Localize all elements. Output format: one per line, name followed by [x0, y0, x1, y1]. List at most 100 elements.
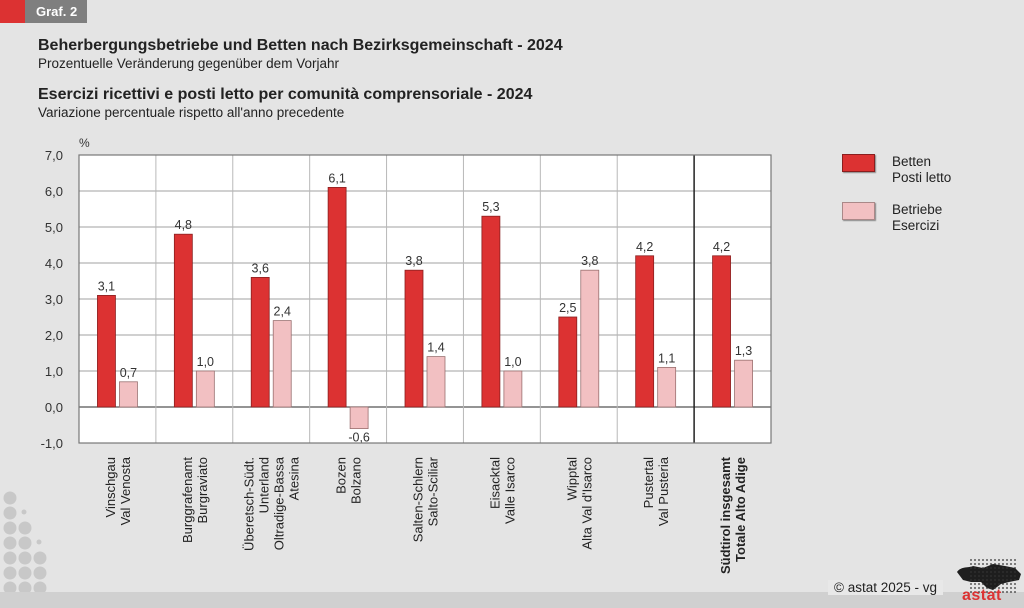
logo-dot: [974, 567, 976, 569]
decorative-dot: [18, 536, 32, 550]
logo-dot: [982, 559, 984, 561]
category-label: Totale Alto Adige: [733, 457, 748, 562]
bar-betriebe: [426, 356, 446, 408]
graph-tag: Graf. 2: [25, 0, 87, 23]
logo-dot: [974, 559, 976, 561]
bar-betten: [635, 255, 655, 408]
decorative-dot: [21, 509, 27, 515]
bar-betten: [173, 233, 193, 408]
logo-dot: [982, 591, 984, 593]
logo-dot: [1002, 563, 1004, 565]
logo-dot: [978, 563, 980, 565]
logo-dot: [982, 583, 984, 585]
logo-dot: [1006, 567, 1008, 569]
logo-dot: [970, 559, 972, 561]
bar-betriebe: [119, 381, 138, 408]
data-label: 3,8: [581, 254, 598, 268]
data-label: 5,3: [482, 200, 499, 214]
logo-dot: [970, 563, 972, 565]
decorative-dot: [33, 551, 47, 565]
logo-dot: [1014, 579, 1016, 581]
logo-dot: [990, 575, 992, 577]
legend-label-betriebe-de: Betriebe: [892, 202, 943, 217]
category-label: Wipptal: [564, 457, 579, 500]
decorative-dot: [3, 536, 17, 550]
logo-dot: [990, 583, 992, 585]
data-label: 1,0: [197, 355, 214, 369]
bar-betriebe: [503, 370, 523, 408]
y-tick-label: 5,0: [45, 220, 63, 235]
logo-dot: [974, 587, 976, 589]
logo-dot: [994, 559, 996, 561]
data-label: 3,1: [98, 279, 115, 293]
y-tick-label: 0,0: [45, 400, 63, 415]
subtitle-italian: Variazione percentuale rispetto all'anno…: [38, 105, 345, 120]
logo-dot: [990, 579, 992, 581]
logo-dot: [1010, 583, 1012, 585]
logo-dot: [1014, 563, 1016, 565]
logo-dot: [1014, 575, 1016, 577]
category-label: Atesina: [287, 456, 302, 500]
logo-dot: [990, 587, 992, 589]
bar-betten: [404, 269, 424, 408]
logo-dot: [974, 591, 976, 593]
logo-dot: [1014, 591, 1016, 593]
logo-dot: [994, 567, 996, 569]
logo-dot: [998, 567, 1000, 569]
bar-betriebe: [272, 320, 292, 408]
category-label: Eisacktal: [487, 457, 502, 509]
bar-betten: [481, 215, 501, 408]
logo-dot: [1006, 583, 1008, 585]
logo-dot: [990, 563, 992, 565]
category-label: Bolzano: [349, 457, 364, 504]
category-label: Südtirol insgesamt: [718, 456, 733, 574]
logo-dot: [1006, 571, 1008, 573]
data-label: 0,7: [120, 366, 137, 380]
logo-dot: [998, 591, 1000, 593]
bar-betten: [327, 186, 347, 408]
logo-dot: [982, 579, 984, 581]
logo-dot: [1006, 559, 1008, 561]
logo-dot: [994, 591, 996, 593]
decorative-dot: [3, 491, 17, 505]
logo-dot: [998, 575, 1000, 577]
axis-layer: 7,06,05,04,03,02,01,00,0-1,0%Vinschgau Va…: [41, 136, 772, 574]
logo-dot: [998, 587, 1000, 589]
data-label: 3,8: [405, 254, 422, 268]
graph-tag-accent: [0, 0, 25, 23]
bars-layer: [97, 186, 753, 430]
logo-dot: [1010, 563, 1012, 565]
logo-dot: [986, 571, 988, 573]
logo-dot: [1006, 575, 1008, 577]
logo-dot: [998, 559, 1000, 561]
logo-dot: [970, 567, 972, 569]
y-tick-label: 6,0: [45, 184, 63, 199]
logo-dot: [982, 571, 984, 573]
logo-dot: [970, 587, 972, 589]
logo-dot: [1014, 571, 1016, 573]
bar-betten: [712, 255, 731, 408]
subtitle-german: Prozentuelle Veränderung gegenüber dem V…: [38, 56, 339, 71]
astat-logo-text: astat: [962, 587, 1002, 604]
logo-dot: [978, 559, 980, 561]
logo-dot: [986, 583, 988, 585]
logo-dot: [998, 563, 1000, 565]
logo-dot: [974, 579, 976, 581]
decorative-dot: [3, 551, 17, 565]
logo-dot: [982, 563, 984, 565]
decorative-dot: [33, 581, 47, 595]
category-label: Salten-Schlern: [411, 457, 426, 542]
logo-dot: [1002, 571, 1004, 573]
legend-label-betriebe-it: Esercizi: [892, 218, 940, 233]
labels-layer: 3,1 4,8 3,6 6,1 3,8 5,3 2,5 4,2 4,2 0,7 1,0 2,4 -0,6…: [98, 171, 753, 444]
logo-dot: [994, 563, 996, 565]
logo-dot: [974, 575, 976, 577]
category-label: Pustertal: [641, 457, 656, 508]
logo-dot: [970, 575, 972, 577]
data-label: 1,3: [735, 344, 752, 358]
logo-dot: [994, 583, 996, 585]
data-label: 4,8: [175, 218, 192, 232]
logo-dot: [970, 591, 972, 593]
logo-dot: [974, 571, 976, 573]
